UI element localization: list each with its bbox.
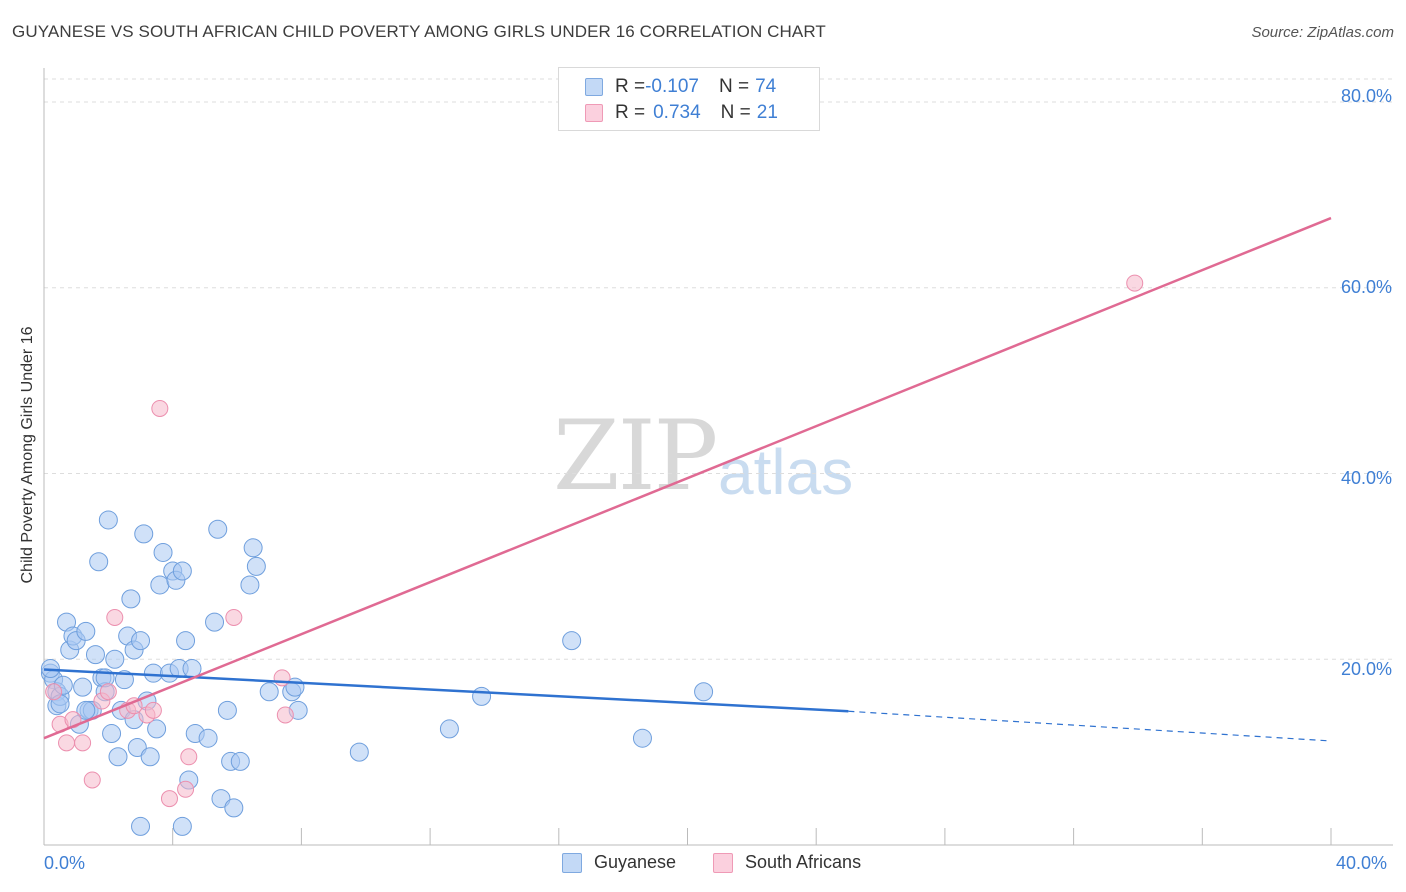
legend-item-guyanese[interactable]: Guyanese bbox=[562, 852, 676, 873]
legend-item-south-africans[interactable]: South Africans bbox=[713, 852, 861, 873]
south-africans-trendline bbox=[43, 216, 1332, 740]
x-tick-label: 40.0% bbox=[1336, 853, 1388, 873]
source-label: Source: ZipAtlas.com bbox=[1251, 24, 1394, 41]
guyanese-point bbox=[153, 542, 173, 562]
guyanese-point bbox=[240, 575, 260, 595]
guyanese-point bbox=[76, 621, 96, 641]
guyanese-swatch bbox=[585, 78, 603, 96]
guyanese-point bbox=[224, 798, 244, 818]
legend-label-guyanese: Guyanese bbox=[594, 852, 677, 872]
guyanese-point bbox=[98, 510, 118, 530]
guyanese-point bbox=[632, 728, 652, 748]
n-value: 21 bbox=[756, 102, 778, 123]
x-tick-label: 0.0% bbox=[44, 853, 86, 873]
y-tick-label: 60.0% bbox=[1340, 277, 1392, 297]
south-africans-point bbox=[83, 771, 101, 789]
n-label: N = bbox=[718, 76, 750, 97]
guyanese-point bbox=[205, 612, 225, 632]
guyanese-point bbox=[121, 589, 141, 609]
south-africans-point bbox=[151, 399, 169, 417]
r-value: -0.107 bbox=[645, 76, 699, 97]
r-value: 0.734 bbox=[653, 102, 701, 123]
guyanese-point bbox=[259, 682, 279, 702]
guyanese-point bbox=[40, 659, 60, 679]
south-africans-point bbox=[58, 734, 76, 752]
guyanese-point bbox=[217, 700, 237, 720]
correlation-legend: R = -0.107 N = 74 R = 0.734 N = 21 bbox=[558, 67, 820, 131]
south-africans-point bbox=[1126, 274, 1144, 292]
south-africans-point bbox=[225, 608, 243, 626]
guyanese-point bbox=[131, 816, 151, 836]
guyanese-point bbox=[140, 747, 160, 767]
n-label: N = bbox=[720, 102, 751, 123]
south-africans-point bbox=[45, 683, 63, 701]
guyanese-trendline-extension bbox=[848, 710, 1332, 742]
guyanese-point bbox=[439, 719, 459, 739]
n-value: 74 bbox=[755, 76, 777, 97]
guyanese-point bbox=[76, 700, 96, 720]
guyanese-point bbox=[246, 556, 266, 576]
legend-row-guyanese: R = -0.107 N = 74 bbox=[585, 75, 776, 99]
south-africans-point bbox=[144, 701, 162, 719]
guyanese-point bbox=[134, 524, 154, 544]
guyanese-point bbox=[89, 552, 109, 572]
guyanese-point bbox=[472, 686, 492, 706]
guyanese-point bbox=[694, 682, 714, 702]
south-africans-point bbox=[106, 608, 124, 626]
legend-label-south-africans: South Africans bbox=[745, 852, 862, 872]
guyanese-point bbox=[176, 631, 196, 651]
south-africans-point bbox=[74, 734, 92, 752]
r-label: R = bbox=[615, 102, 646, 123]
guyanese-legend-swatch bbox=[562, 852, 582, 873]
guyanese-trendline bbox=[43, 668, 849, 713]
guyanese-point bbox=[143, 663, 163, 683]
guyanese-point bbox=[150, 575, 170, 595]
south-africans-point bbox=[273, 669, 291, 687]
guyanese-point bbox=[114, 670, 134, 690]
legend-row-south-africans: R = 0.734 N = 21 bbox=[585, 101, 778, 125]
chart-title: GUYANESE VS SOUTH AFRICAN CHILD POVERTY … bbox=[12, 22, 826, 41]
guyanese-point bbox=[562, 631, 582, 651]
guyanese-point bbox=[208, 519, 228, 539]
south-africans-point bbox=[276, 706, 294, 724]
guyanese-point bbox=[211, 789, 231, 809]
watermark-zip: ZIP bbox=[553, 400, 718, 512]
guyanese-point bbox=[108, 747, 128, 767]
watermark-atlas: atlas bbox=[718, 436, 854, 508]
y-tick-label: 80.0% bbox=[1340, 86, 1392, 106]
guyanese-point bbox=[102, 724, 122, 744]
south-africans-legend-swatch bbox=[713, 852, 733, 873]
south-africans-point bbox=[99, 683, 117, 701]
guyanese-point bbox=[243, 538, 263, 558]
y-tick-label: 20.0% bbox=[1340, 659, 1392, 679]
south-africans-swatch bbox=[585, 104, 603, 122]
south-africans-point bbox=[160, 790, 178, 808]
guyanese-point bbox=[349, 742, 369, 762]
r-label: R = bbox=[615, 76, 646, 97]
south-africans-point bbox=[177, 780, 195, 798]
south-africans-point bbox=[180, 748, 198, 766]
guyanese-point bbox=[198, 728, 218, 748]
guyanese-point bbox=[85, 645, 105, 665]
guyanese-point bbox=[127, 737, 147, 757]
guyanese-point bbox=[73, 677, 93, 697]
guyanese-point bbox=[147, 719, 167, 739]
guyanese-point bbox=[230, 751, 250, 771]
guyanese-point bbox=[172, 561, 192, 581]
guyanese-point bbox=[131, 631, 151, 651]
guyanese-point bbox=[172, 816, 192, 836]
guyanese-point bbox=[105, 649, 125, 669]
y-tick-label: 40.0% bbox=[1340, 468, 1392, 488]
